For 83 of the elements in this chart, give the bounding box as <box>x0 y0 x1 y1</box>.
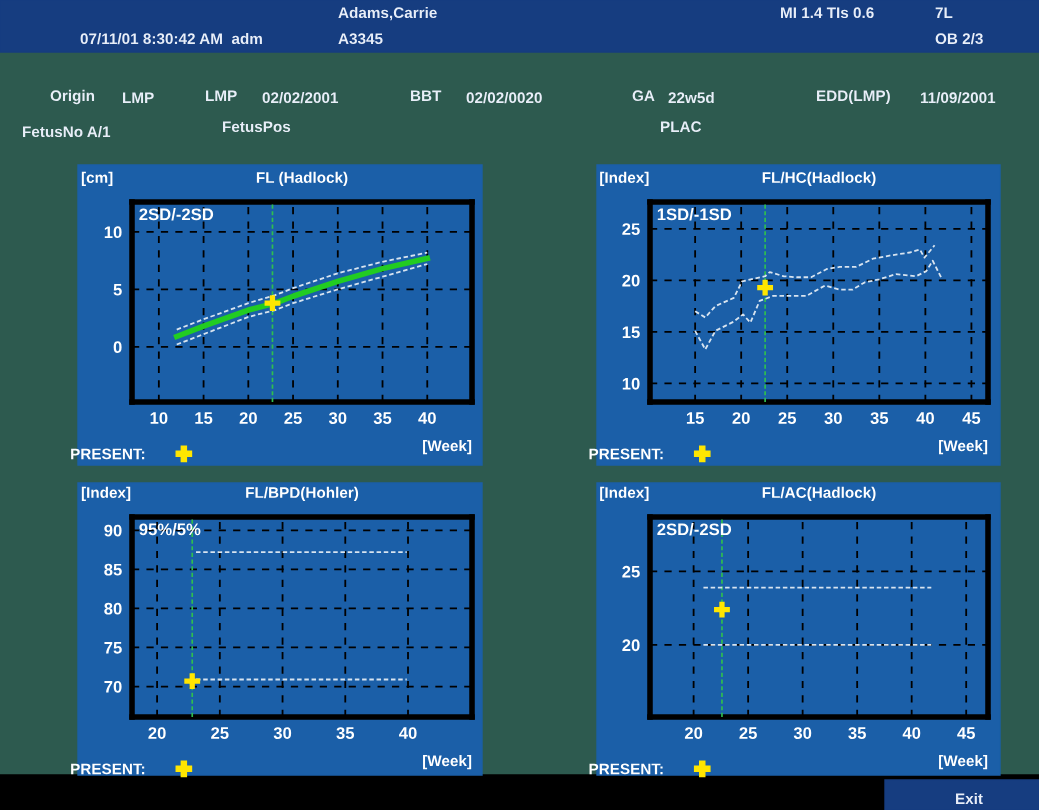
line-series <box>175 263 429 346</box>
y-tick-label: 25 <box>622 565 640 578</box>
x-tick-label: 15 <box>195 412 213 424</box>
text: BBT <box>411 90 442 101</box>
text: FetusNo A/1 <box>23 125 111 138</box>
line-series <box>175 251 429 331</box>
y-axis-title: [Index] <box>600 486 649 501</box>
y-tick-label: 0 <box>113 341 122 354</box>
line-series <box>694 259 942 351</box>
legend-label: PRESENT: <box>71 763 145 775</box>
chart-title: FL (Hadlock) <box>256 171 348 186</box>
y-tick-label: 90 <box>104 524 122 537</box>
x-tick-label: 25 <box>739 727 757 739</box>
y-tick-label: 25 <box>622 223 640 236</box>
y-tick-label: 75 <box>104 642 122 654</box>
text: 7L <box>935 7 953 18</box>
x-tick-label: 25 <box>284 412 302 424</box>
x-tick-label: 40 <box>916 412 934 424</box>
x-tick-label: 40 <box>399 727 417 739</box>
chart-title: FL/HC(Hadlock) <box>762 171 876 186</box>
y-tick-label: 70 <box>104 680 122 693</box>
text: 22w5d <box>668 91 714 104</box>
legend-label: PRESENT: <box>589 448 663 460</box>
y-tick-label: 20 <box>622 274 640 287</box>
y-tick-label: 15 <box>622 326 640 339</box>
annotation: 2SD/-2SD <box>139 208 214 221</box>
x-tick-label: 30 <box>824 412 842 424</box>
text: A3345 <box>338 33 383 45</box>
x-axis-title: [Week] <box>423 440 472 455</box>
legend-label: PRESENT: <box>71 448 145 460</box>
y-tick-label: 10 <box>104 226 122 239</box>
y-tick-label: 80 <box>104 602 122 615</box>
x-tick-label: 20 <box>732 412 750 424</box>
x-tick-label: 40 <box>418 412 436 424</box>
text: 02/02/0020 <box>466 91 542 104</box>
x-tick-label: 35 <box>848 727 866 739</box>
text: Origin <box>50 89 95 105</box>
x-tick-label: 35 <box>373 412 392 424</box>
y-axis-title: [cm] <box>81 171 113 186</box>
chart-title: FL/AC(Hadlock) <box>762 486 876 501</box>
y-tick-label: 5 <box>113 283 122 296</box>
x-tick-label: 20 <box>239 412 257 424</box>
text: FetusPos <box>223 121 291 133</box>
y-tick-label: 20 <box>622 639 640 652</box>
y-tick-label: 85 <box>104 563 122 576</box>
text: MI 1.4 TIs 0.6 <box>781 7 874 19</box>
y-tick-label: 10 <box>622 377 640 390</box>
x-tick-label: 30 <box>328 412 347 424</box>
x-axis-title: [Week] <box>939 440 988 455</box>
x-tick-label: 20 <box>148 727 166 739</box>
x-tick-label: 25 <box>211 727 229 739</box>
text: EDD(LMP) <box>817 89 890 105</box>
text: OB 2/3 <box>935 32 983 45</box>
line-series <box>694 244 936 319</box>
x-tick-label: 30 <box>273 727 292 739</box>
x-tick-label: 45 <box>957 727 975 739</box>
x-tick-label: 35 <box>870 412 889 424</box>
annotation: 1SD/-1SD <box>657 208 732 221</box>
x-tick-label: 30 <box>793 727 812 739</box>
x-tick-label: 40 <box>902 727 921 739</box>
chart-title: FL/BPD(Hohler) <box>246 486 359 501</box>
text: 02/02/2001 <box>262 91 339 104</box>
x-tick-label: 25 <box>778 412 797 424</box>
x-axis-title: [Week] <box>939 755 988 770</box>
x-tick-label: 20 <box>684 727 703 739</box>
text: GA <box>632 90 655 102</box>
annotation: 2SD/-2SD <box>657 523 732 536</box>
annotation: 95%/5% <box>139 523 201 536</box>
text: 11/09/2001 <box>920 91 996 104</box>
x-tick-label: 10 <box>150 412 168 424</box>
text: LMP <box>206 90 237 101</box>
text: LMP <box>123 92 154 103</box>
x-tick-label: 45 <box>962 412 981 424</box>
y-axis-title: [Index] <box>600 171 649 186</box>
text: PLAC <box>661 121 702 133</box>
legend-label: PRESENT: <box>589 763 663 775</box>
x-axis-title: [Week] <box>423 755 472 770</box>
x-tick-label: 35 <box>336 727 355 739</box>
x-tick-label: 15 <box>686 412 704 424</box>
text: 07/11/01 8:30:42 AM adm <box>80 32 262 45</box>
text: Adams,Carrie <box>338 6 437 21</box>
y-axis-title: [Index] <box>81 486 131 501</box>
text: Exit <box>956 792 983 805</box>
